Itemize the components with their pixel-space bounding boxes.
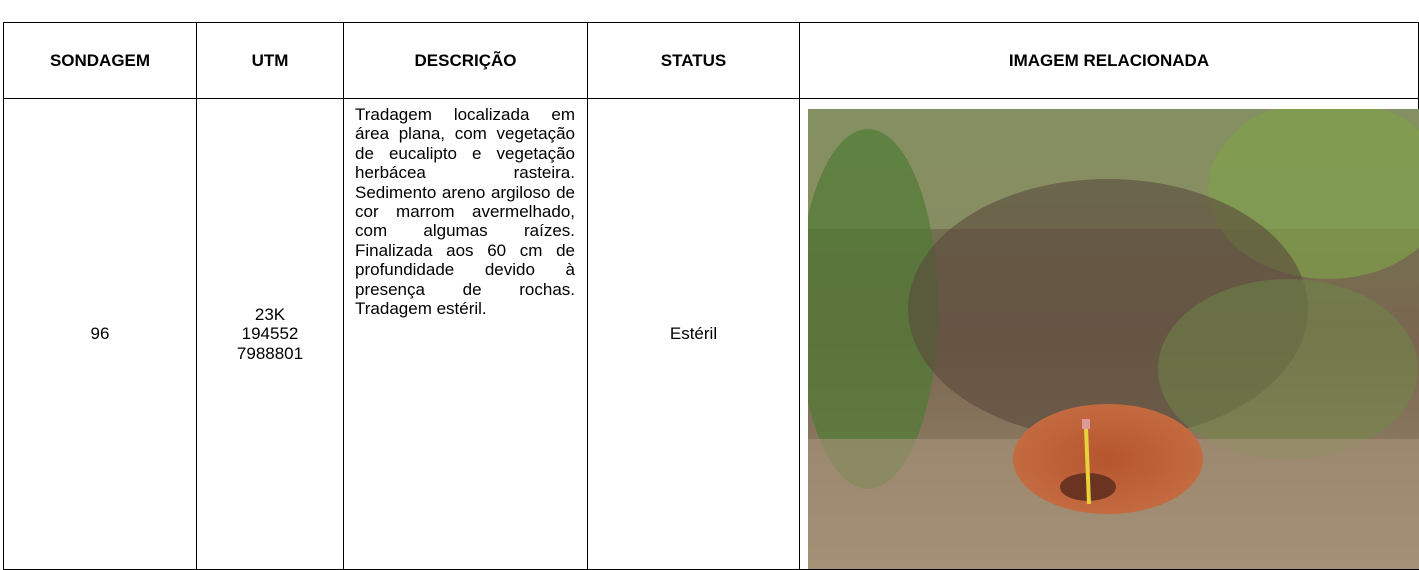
- status-cell: Estéril: [587, 98, 800, 570]
- image-cell: [799, 98, 1419, 570]
- utm-line: 7988801: [236, 343, 304, 363]
- soil-mound: [1013, 404, 1203, 514]
- stick-cap: [1082, 419, 1090, 429]
- header-cell: IMAGEM RELACIONADA: [799, 22, 1419, 99]
- header-row: SONDAGEM UTM DESCRIÇÃO STATUS IMAGEM REL…: [3, 22, 1419, 99]
- utm-line: 23K: [254, 304, 286, 324]
- header-cell: STATUS: [587, 22, 800, 99]
- data-row: 96 23K 194552 7988801 Tradagem localizad…: [3, 98, 1419, 570]
- survey-table: SONDAGEM UTM DESCRIÇÃO STATUS IMAGEM REL…: [3, 22, 1419, 570]
- foliage: [1158, 279, 1418, 459]
- header-cell: DESCRIÇÃO: [343, 22, 588, 99]
- utm-cell: 23K 194552 7988801: [196, 98, 344, 570]
- photo: [808, 109, 1419, 569]
- header-cell: SONDAGEM: [3, 22, 197, 99]
- description-cell: Tradagem localizada em área plana, com v…: [343, 98, 588, 570]
- foliage: [808, 129, 938, 489]
- utm-line: 194552: [241, 324, 299, 344]
- measuring-stick: [1084, 426, 1091, 505]
- sondagem-cell: 96: [3, 98, 197, 570]
- header-cell: UTM: [196, 22, 344, 99]
